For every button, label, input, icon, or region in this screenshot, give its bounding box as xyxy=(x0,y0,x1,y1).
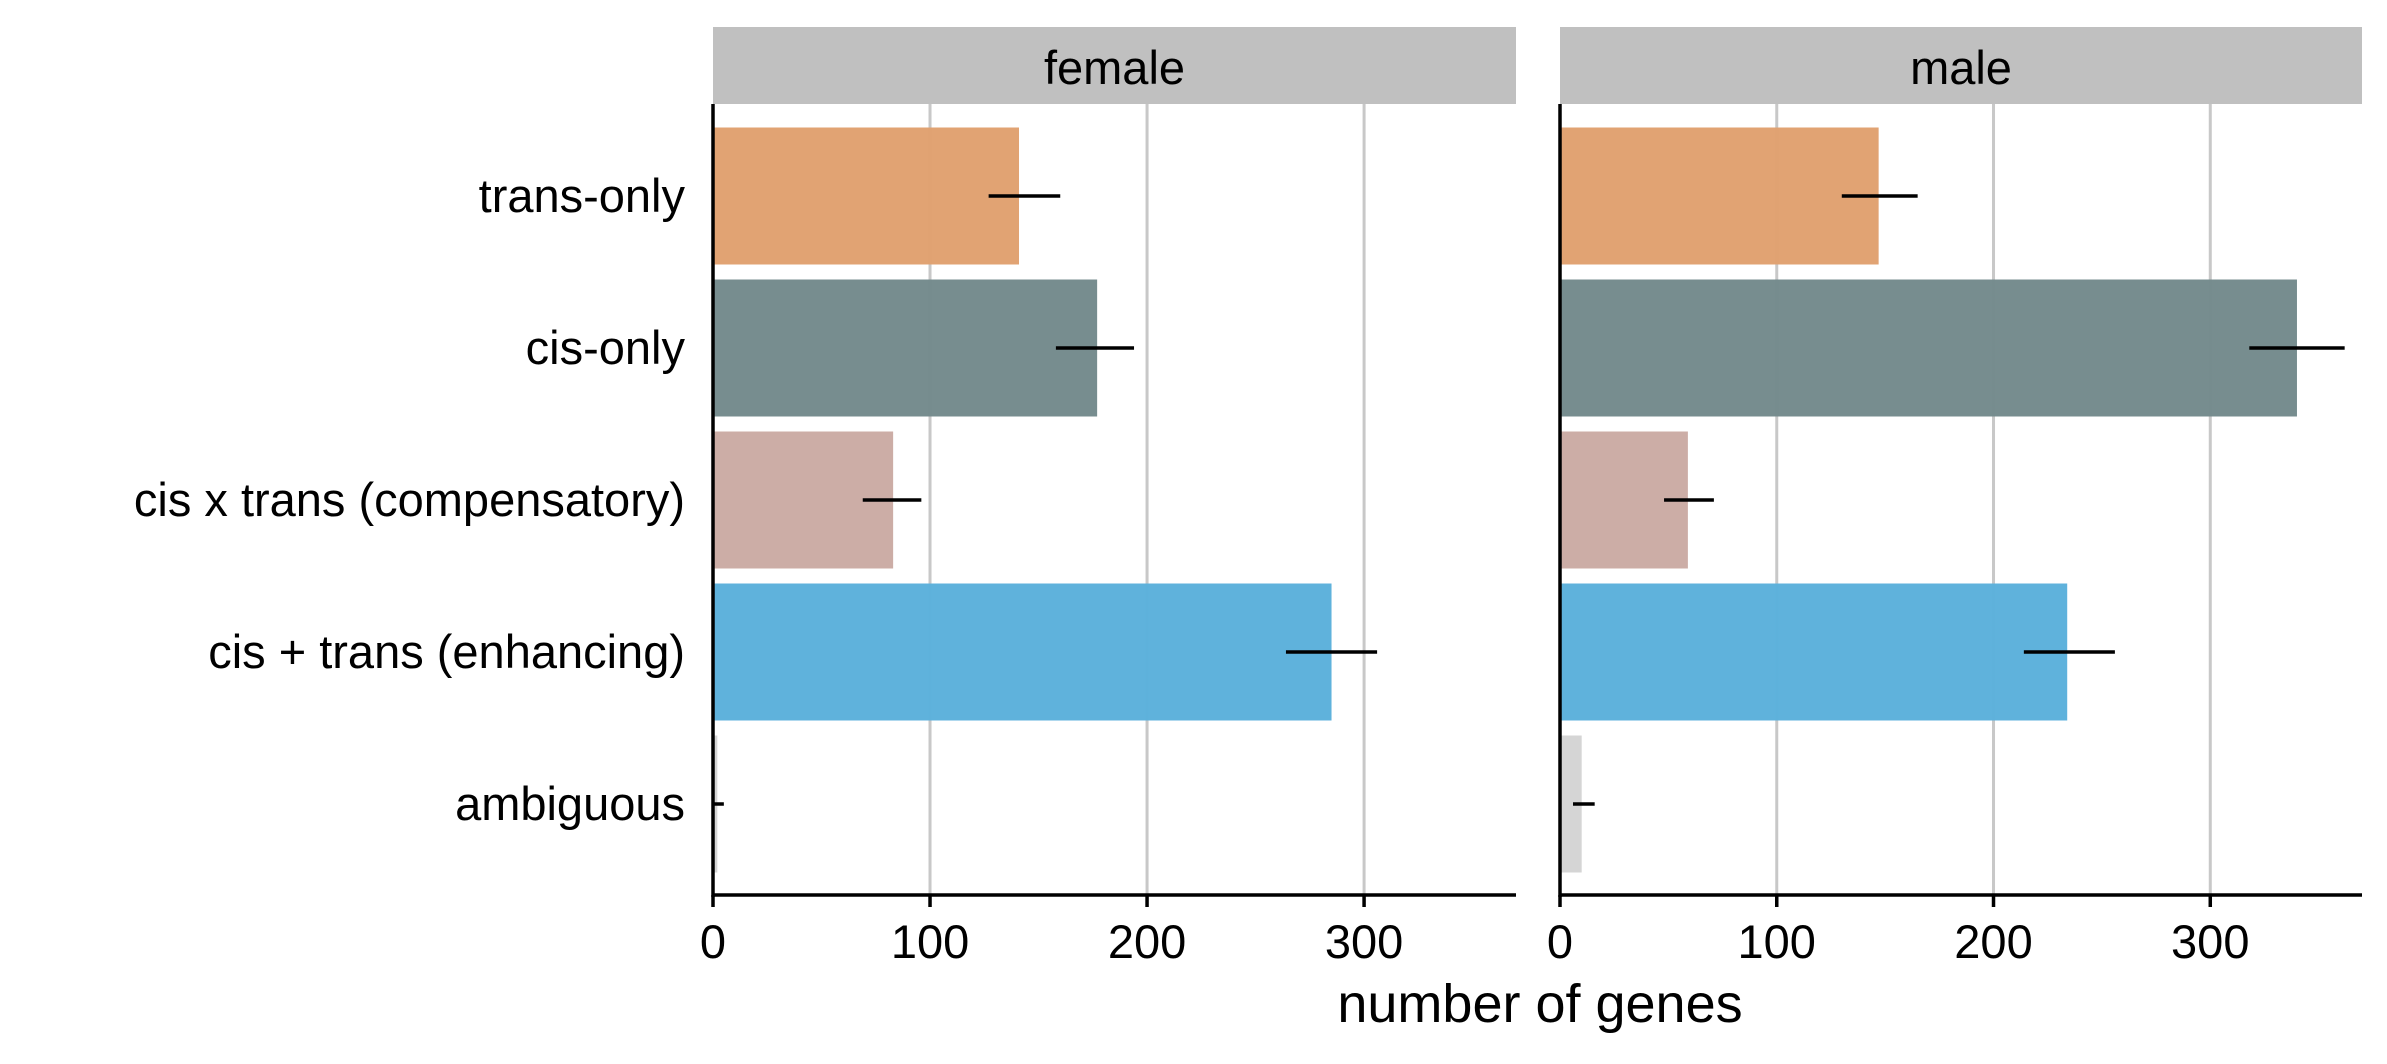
bar-female-1 xyxy=(713,279,1098,417)
x-tick-label: 0 xyxy=(700,915,726,968)
category-label: cis + trans (enhancing) xyxy=(208,625,685,678)
x-tick-label: 300 xyxy=(1325,915,1403,968)
x-axis-title: number of genes xyxy=(1337,974,1742,1034)
category-label: cis-only xyxy=(526,321,686,374)
x-tick-label: 200 xyxy=(1954,915,2032,968)
category-label: ambiguous xyxy=(455,777,685,830)
x-tick-label: 300 xyxy=(2171,915,2249,968)
bar-male-4 xyxy=(1560,735,1582,873)
x-tick-label: 100 xyxy=(1738,915,1816,968)
x-tick-label: 200 xyxy=(1108,915,1186,968)
category-label: trans-only xyxy=(479,169,686,222)
facet-panel-female: female 0 100 200 300 xyxy=(700,27,1516,968)
facet-panels: female 0 100 200 300 male 0 100 200 300 xyxy=(700,27,2362,968)
bar-female-3 xyxy=(713,583,1332,721)
x-tick-label: 0 xyxy=(1547,915,1573,968)
facet-label: female xyxy=(1044,41,1185,94)
category-labels: trans-only cis-only cis x trans (compensat… xyxy=(134,169,686,830)
category-label: cis x trans (compensatory) xyxy=(134,473,685,526)
x-tick-label: 100 xyxy=(891,915,969,968)
facet-strip xyxy=(1560,27,2362,104)
facet-label: male xyxy=(1910,41,2012,94)
bar-female-0 xyxy=(713,127,1020,265)
bar-male-1 xyxy=(1560,279,2297,417)
facet-panel-male: male 0 100 200 300 xyxy=(1547,27,2362,968)
bar-male-0 xyxy=(1560,127,1879,265)
bar-male-3 xyxy=(1560,583,2068,721)
facet-strip xyxy=(713,27,1516,104)
